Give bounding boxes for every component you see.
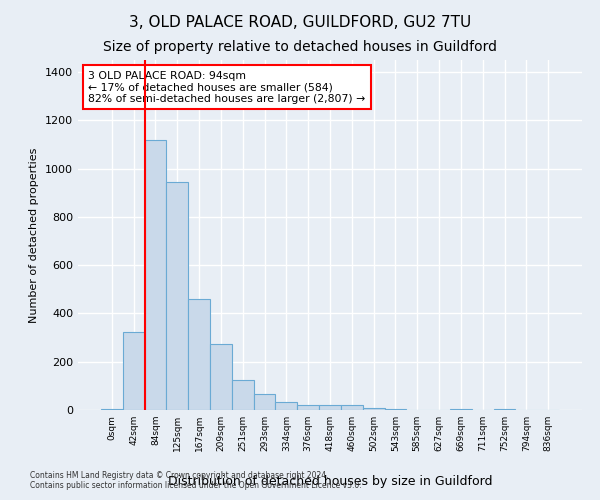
Text: Contains HM Land Registry data © Crown copyright and database right 2024.
Contai: Contains HM Land Registry data © Crown c… — [30, 470, 362, 490]
Y-axis label: Number of detached properties: Number of detached properties — [29, 148, 40, 322]
Bar — [254, 394, 275, 410]
Bar — [123, 332, 145, 410]
Text: Size of property relative to detached houses in Guildford: Size of property relative to detached ho… — [103, 40, 497, 54]
Bar — [145, 140, 166, 410]
Bar — [494, 409, 515, 410]
Bar — [385, 409, 406, 410]
Bar — [166, 182, 188, 410]
Bar — [319, 405, 341, 410]
Bar — [341, 405, 363, 410]
Bar — [275, 402, 297, 410]
Text: 3 OLD PALACE ROAD: 94sqm
← 17% of detached houses are smaller (584)
82% of semi-: 3 OLD PALACE ROAD: 94sqm ← 17% of detach… — [88, 70, 365, 104]
Bar — [363, 408, 385, 410]
Bar — [210, 344, 232, 410]
Bar — [101, 409, 123, 410]
Bar — [450, 409, 472, 410]
Bar — [232, 380, 254, 410]
Text: 3, OLD PALACE ROAD, GUILDFORD, GU2 7TU: 3, OLD PALACE ROAD, GUILDFORD, GU2 7TU — [129, 15, 471, 30]
Bar — [188, 299, 210, 410]
Bar — [297, 405, 319, 410]
Text: Distribution of detached houses by size in Guildford: Distribution of detached houses by size … — [168, 475, 492, 488]
